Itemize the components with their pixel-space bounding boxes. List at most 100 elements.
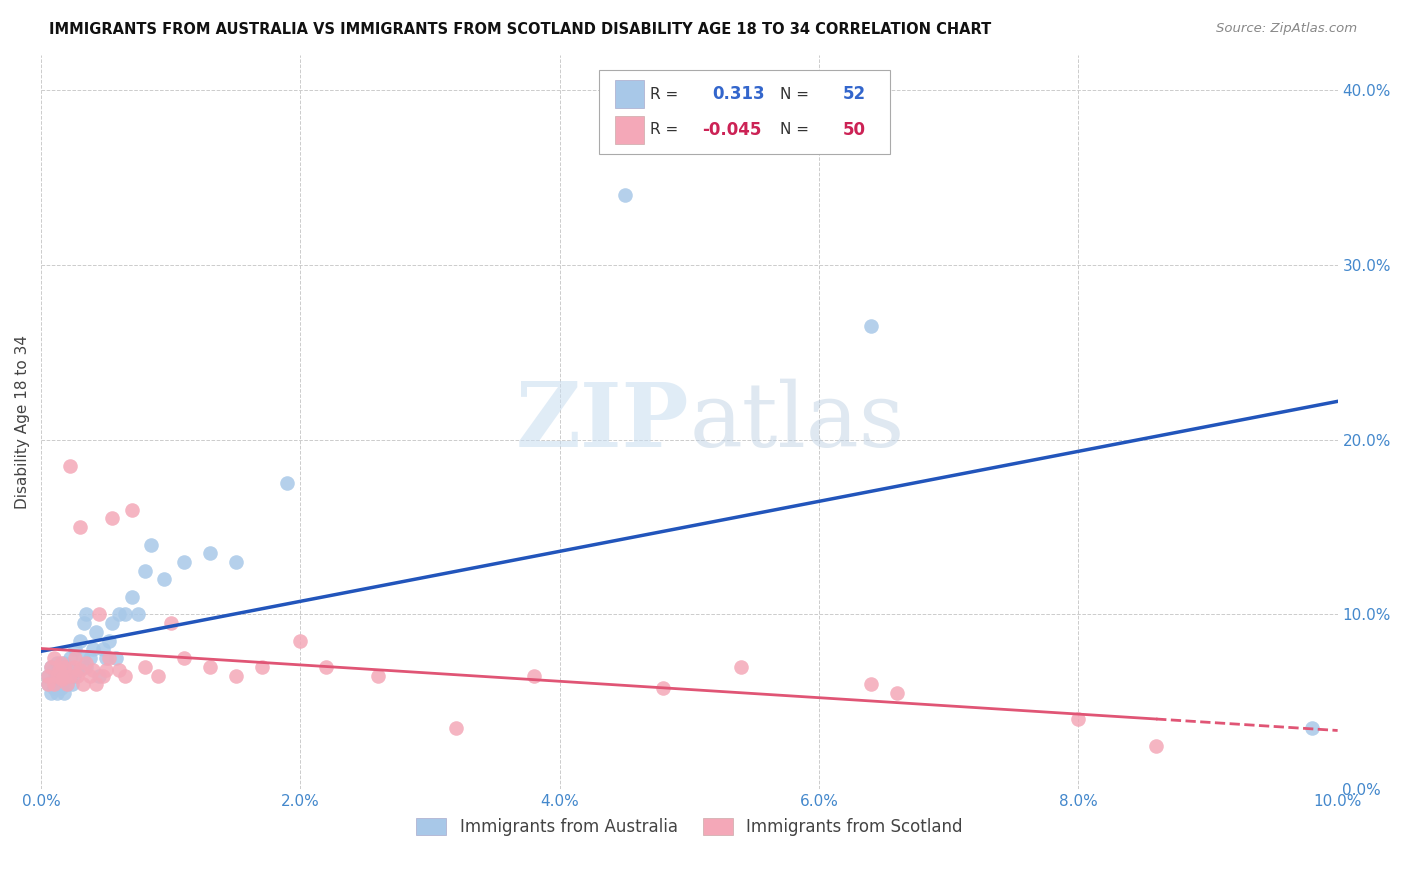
Point [886, 686, 908, 700]
Point [63, 651, 86, 665]
Point [79, 651, 101, 665]
Point [225, 555, 247, 569]
Text: N =: N = [780, 87, 814, 102]
Point [82, 664, 104, 678]
Point [89, 607, 111, 622]
Text: 0.313: 0.313 [713, 86, 765, 103]
Point [37, 668, 59, 682]
Text: Source: ZipAtlas.com: Source: ZipAtlas.com [1216, 22, 1357, 36]
Point [53, 657, 76, 671]
Point [42, 651, 65, 665]
Point [159, 616, 181, 631]
Point [93, 642, 115, 657]
Point [62, 660, 84, 674]
Point [59, 668, 82, 682]
Point [290, 633, 312, 648]
Point [730, 660, 752, 674]
Point [225, 668, 247, 682]
Point [444, 721, 467, 735]
Point [66, 664, 89, 678]
Point [134, 660, 156, 674]
Point [89, 668, 111, 682]
Point [76, 607, 98, 622]
Point [72, 651, 94, 665]
Legend: Immigrants from Australia, Immigrants from Scotland: Immigrants from Australia, Immigrants fr… [416, 818, 963, 836]
Point [105, 651, 128, 665]
Point [37, 677, 59, 691]
Point [367, 668, 389, 682]
Point [56, 677, 79, 691]
Text: ZIP: ZIP [516, 379, 689, 466]
Text: R =: R = [651, 122, 683, 137]
Point [51, 677, 73, 691]
Point [41, 660, 63, 674]
Point [141, 537, 163, 551]
Point [198, 660, 221, 674]
Point [79, 668, 101, 682]
Point [523, 668, 546, 682]
Point [315, 660, 337, 674]
Text: N =: N = [780, 122, 814, 137]
Point [69, 633, 91, 648]
Point [1144, 739, 1167, 753]
Point [101, 511, 124, 525]
Point [134, 564, 156, 578]
Point [59, 458, 82, 473]
Point [1067, 712, 1090, 726]
Y-axis label: Disability Age 18 to 34: Disability Age 18 to 34 [15, 335, 30, 509]
Point [53, 660, 76, 674]
Point [49, 681, 72, 695]
Point [859, 677, 882, 691]
Point [53, 686, 76, 700]
Point [97, 633, 120, 648]
Point [66, 668, 89, 682]
Point [76, 660, 98, 674]
Point [72, 677, 94, 691]
Point [63, 642, 86, 657]
Point [49, 657, 72, 671]
Point [114, 668, 136, 682]
Point [42, 672, 65, 686]
Point [42, 677, 65, 691]
Point [276, 476, 298, 491]
Point [84, 624, 107, 639]
Point [48, 664, 70, 678]
Point [48, 677, 70, 691]
FancyBboxPatch shape [599, 70, 890, 154]
Point [108, 664, 131, 678]
Point [42, 664, 65, 678]
Text: IMMIGRANTS FROM AUSTRALIA VS IMMIGRANTS FROM SCOTLAND DISABILITY AGE 18 TO 34 CO: IMMIGRANTS FROM AUSTRALIA VS IMMIGRANTS … [49, 22, 991, 37]
Point [37, 668, 59, 682]
Point [613, 188, 636, 202]
Point [45, 668, 67, 682]
Point [94, 664, 117, 678]
Text: atlas: atlas [689, 378, 904, 466]
Point [652, 681, 675, 695]
Point [49, 668, 72, 682]
Point [82, 642, 104, 657]
Point [127, 607, 149, 622]
Point [51, 672, 73, 686]
Point [198, 546, 221, 560]
Point [59, 651, 82, 665]
Point [69, 664, 91, 678]
Point [45, 657, 67, 671]
Point [37, 677, 59, 691]
Point [42, 681, 65, 695]
Point [173, 555, 195, 569]
Point [76, 657, 98, 671]
Point [56, 677, 79, 691]
Point [52, 664, 75, 678]
Point [101, 616, 124, 631]
Point [121, 590, 143, 604]
Point [97, 651, 120, 665]
Point [1301, 721, 1323, 735]
FancyBboxPatch shape [616, 80, 644, 108]
Point [45, 686, 67, 700]
Point [121, 502, 143, 516]
Point [73, 616, 96, 631]
Point [60, 677, 83, 691]
Point [93, 668, 115, 682]
Point [153, 573, 176, 587]
Point [250, 660, 273, 674]
